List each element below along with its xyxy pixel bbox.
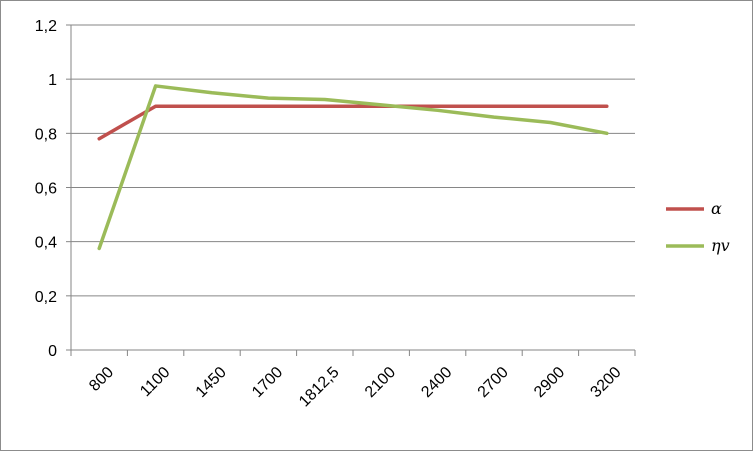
y-tick-label: 0,6 xyxy=(35,181,57,198)
y-tick-label: 1 xyxy=(48,72,57,89)
series-lines xyxy=(97,84,609,251)
x-tick-labels: 800 1100 1450 1700 1812,5 2100 2400 2700 2900 320… xyxy=(86,364,625,411)
x-tick-label: 1812,5 xyxy=(296,364,343,411)
x-tick-label: 800 xyxy=(86,364,117,395)
x-tick-label: 2700 xyxy=(475,364,512,401)
y-tick-label: 1,2 xyxy=(35,18,57,35)
x-tick-label: 1700 xyxy=(249,364,286,401)
axes xyxy=(66,24,636,356)
y-tick-label: 0 xyxy=(48,343,57,360)
x-tick-label: 2100 xyxy=(362,364,399,401)
y-tick-labels: 0 0,2 0,4 0,6 0,8 1 1,2 xyxy=(35,18,57,360)
legend-label: ηv xyxy=(711,236,730,255)
y-tick-label: 0,8 xyxy=(35,126,57,143)
x-tick-label: 2400 xyxy=(418,364,455,401)
y-tick-label: 0,4 xyxy=(35,235,57,252)
series-line-1 xyxy=(97,84,609,251)
x-tick-label: 1450 xyxy=(193,364,230,401)
x-tick-label: 3200 xyxy=(587,364,624,401)
x-tick-label: 1100 xyxy=(137,364,173,400)
series-line-0 xyxy=(97,104,609,141)
legend-label: α xyxy=(711,199,722,218)
legend: α ηv xyxy=(666,199,730,255)
x-tick-label: 2900 xyxy=(531,364,568,401)
y-tick-label: 0,2 xyxy=(35,289,57,306)
gridlines xyxy=(71,24,635,297)
